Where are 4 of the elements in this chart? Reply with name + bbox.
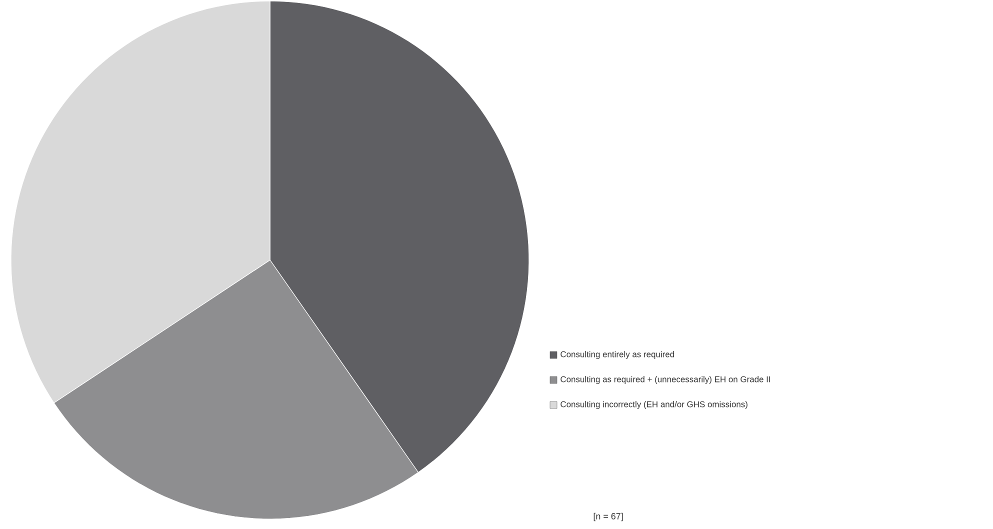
- legend-label: Consulting incorrectly (EH and/or GHS omissions): [560, 401, 748, 409]
- legend-label: Consulting as required + (unnecessarily) EH on Grade II: [560, 376, 770, 384]
- legend-label: Consulting entirely as required: [560, 351, 674, 359]
- text: [n = 67]: [594, 512, 623, 522]
